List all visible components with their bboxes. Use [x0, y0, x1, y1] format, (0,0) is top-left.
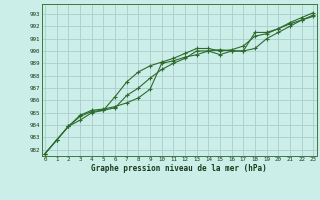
- X-axis label: Graphe pression niveau de la mer (hPa): Graphe pression niveau de la mer (hPa): [91, 164, 267, 173]
